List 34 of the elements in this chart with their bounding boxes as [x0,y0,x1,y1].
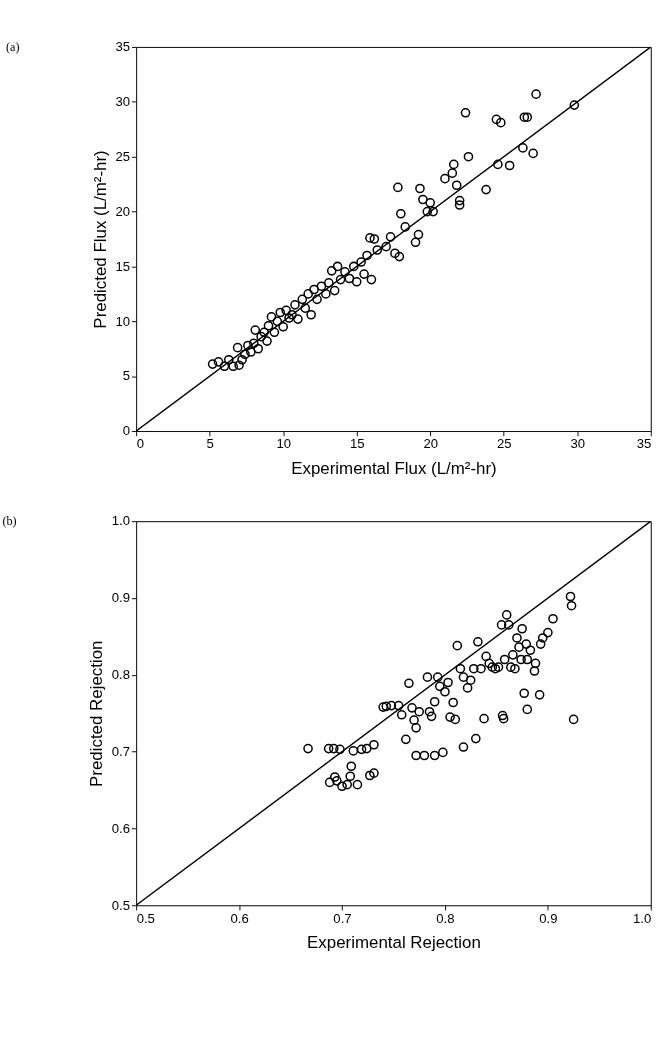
y-tick-label: 20 [115,203,131,219]
x-tick-label: 35 [636,436,652,452]
text: (b) [2,513,17,528]
x-tick-label: 1.0 [633,910,652,926]
x-tick-label: 0.9 [539,910,558,926]
x-tick-label: 0.5 [136,910,155,926]
x-tick-label: 25 [496,436,512,452]
x-tick-label: 15 [349,436,365,452]
x-tick-label: 0.7 [333,910,352,926]
y-tick-label: 0.7 [111,743,131,759]
x-tick-label: 0.8 [436,910,455,926]
text: (a) [6,39,20,54]
y-tick-label: 0.8 [111,667,131,683]
y-tick-label: 30 [115,94,131,110]
x-tick-label: 20 [423,436,439,452]
y-tick-label: 0.5 [111,897,131,913]
y-tick-label: 0.9 [111,590,131,606]
y-tick-label: 0.6 [111,820,131,836]
y-axis-title: Predicted Rejection [87,640,107,787]
x-tick-label: 0.6 [230,910,249,926]
y-tick-label: 1.0 [111,513,131,529]
y-tick-label: 5 [122,368,131,384]
y-tick-label: 0 [122,423,131,439]
x-axis-title: Experimental Rejection [307,933,481,953]
y-axis-title: Predicted Flux (L/m²-hr) [91,150,111,329]
y-tick-label: 35 [115,39,131,55]
x-tick-label: 10 [276,436,291,452]
x-tick-label: 5 [206,436,214,452]
x-tick-label: 0 [136,436,144,452]
y-tick-label: 10 [115,313,131,329]
y-tick-label: 25 [115,148,131,164]
x-tick-label: 30 [570,436,586,452]
y-tick-label: 15 [115,258,131,274]
x-axis-title: Experimental Flux (L/m²-hr) [291,458,497,478]
